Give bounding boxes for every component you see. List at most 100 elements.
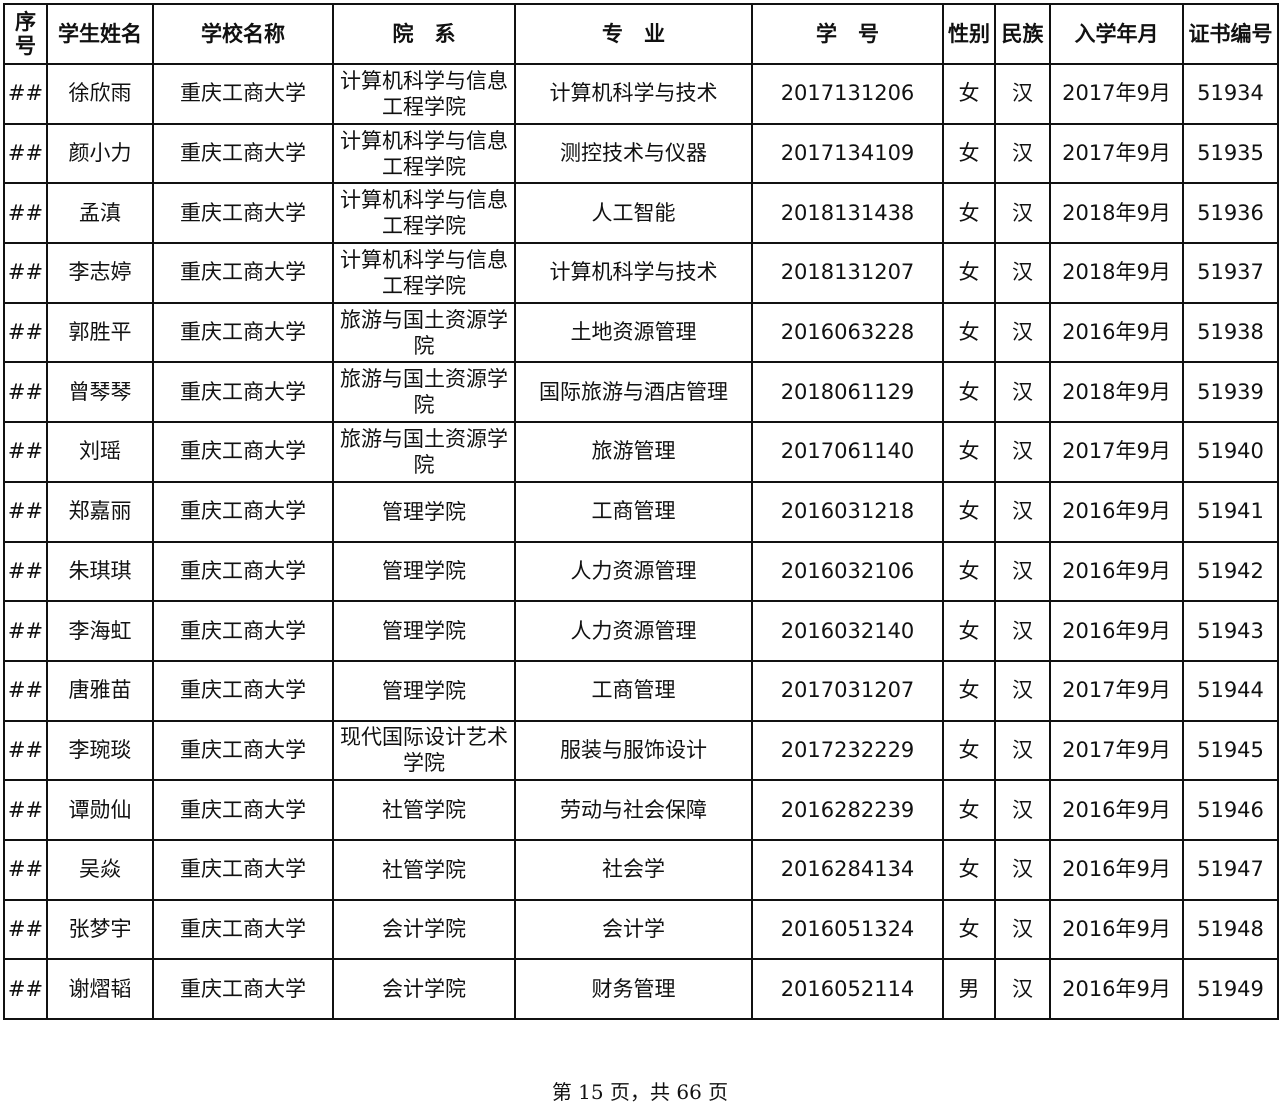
header-gender: 性别 [942, 3, 996, 65]
cell-ethnicity: 汉 [994, 659, 1051, 722]
cell-school: 重庆工商大学 [152, 659, 334, 722]
header-school: 学校名称 [152, 3, 334, 65]
cell-seq: ## [3, 600, 48, 662]
cell-certificate-no: 51942 [1182, 540, 1279, 603]
cell-student-id: 2016031218 [751, 480, 944, 543]
cell-school: 重庆工商大学 [152, 480, 334, 543]
cell-department: 旅游与国土资源学院 [332, 301, 516, 364]
cell-student-name: 李志婷 [46, 242, 154, 304]
cell-certificate-no: 51935 [1182, 122, 1279, 185]
header-seq: 序号 [3, 3, 48, 65]
cell-gender: 女 [942, 480, 996, 543]
cell-ethnicity: 汉 [994, 958, 1051, 1020]
cell-department: 现代国际设计艺术学院 [332, 719, 516, 782]
table-row: ## 唐雅苗 重庆工商大学 管理学院 工商管理 2017031207 女汉 2017年9月 51… [3, 659, 1279, 722]
cell-gender: 女 [942, 122, 996, 185]
cell-gender: 女 [942, 659, 996, 722]
cell-ethnicity: 汉 [994, 779, 1051, 841]
cell-certificate-no: 51938 [1182, 301, 1279, 364]
cell-gender: 女 [942, 301, 996, 364]
cell-seq: ## [3, 719, 48, 782]
cell-department: 计算机科学与信息工程学院 [332, 182, 516, 245]
cell-school: 重庆工商大学 [152, 958, 334, 1020]
cell-student-id: 2017134109 [751, 122, 944, 185]
table-row: ## 朱琪琪 重庆工商大学 管理学院 人力资源管理 2016032106 女汉 2016年9月… [3, 540, 1279, 603]
cell-certificate-no: 51947 [1182, 838, 1279, 901]
table-row: ## 颜小力 重庆工商大学 计算机科学与信息工程学院 测控技术与仪器 2017134109… [3, 122, 1279, 185]
cell-certificate-no: 51943 [1182, 600, 1279, 662]
header-student-name: 学生姓名 [46, 3, 154, 65]
cell-major: 计算机科学与技术 [514, 63, 753, 125]
cell-student-id: 2017232229 [751, 719, 944, 782]
cell-seq: ## [3, 659, 48, 722]
table-row: ## 曾琴琴 重庆工商大学 旅游与国土资源学院 国际旅游与酒店管理 2018061129 女… [3, 361, 1279, 424]
table-row: ## 张梦宇 重庆工商大学 会计学院 会计学 2016051324 女汉 2016年9月 519… [3, 898, 1279, 961]
cell-school: 重庆工商大学 [152, 122, 334, 185]
table-row: ## 李志婷 重庆工商大学 计算机科学与信息工程学院 计算机科学与技术 201813120… [3, 242, 1279, 304]
header-enroll-date: 入学年月 [1049, 3, 1184, 65]
cell-department: 管理学院 [332, 540, 516, 603]
cell-school: 重庆工商大学 [152, 600, 334, 662]
cell-seq: ## [3, 540, 48, 603]
cell-enroll-date: 2018年9月 [1049, 361, 1184, 424]
cell-seq: ## [3, 958, 48, 1020]
cell-gender: 女 [942, 182, 996, 245]
cell-school: 重庆工商大学 [152, 242, 334, 304]
table-row: ## 李海虹 重庆工商大学 管理学院 人力资源管理 2016032140 女汉 2016年9月… [3, 600, 1279, 662]
cell-major: 旅游管理 [514, 421, 753, 483]
cell-gender: 女 [942, 898, 996, 961]
cell-enroll-date: 2017年9月 [1049, 63, 1184, 125]
cell-major: 工商管理 [514, 659, 753, 722]
cell-enroll-date: 2018年9月 [1049, 242, 1184, 304]
cell-gender: 女 [942, 361, 996, 424]
cell-major: 会计学 [514, 898, 753, 961]
cell-school: 重庆工商大学 [152, 719, 334, 782]
cell-student-id: 2016284134 [751, 838, 944, 901]
cell-department: 会计学院 [332, 958, 516, 1020]
cell-school: 重庆工商大学 [152, 838, 334, 901]
cell-gender: 女 [942, 838, 996, 901]
cell-department: 管理学院 [332, 659, 516, 722]
cell-gender: 女 [942, 242, 996, 304]
cell-student-name: 郭胜平 [46, 301, 154, 364]
cell-student-id: 2016051324 [751, 898, 944, 961]
cell-school: 重庆工商大学 [152, 63, 334, 125]
cell-department: 社管学院 [332, 838, 516, 901]
cell-student-id: 2016063228 [751, 301, 944, 364]
cell-student-name: 李琬琰 [46, 719, 154, 782]
cell-enroll-date: 2017年9月 [1049, 719, 1184, 782]
cell-gender: 女 [942, 719, 996, 782]
cell-major: 人力资源管理 [514, 540, 753, 603]
cell-seq: ## [3, 421, 48, 483]
table-row: ## 徐欣雨 重庆工商大学 计算机科学与信息工程学院 计算机科学与技术 201713120… [3, 63, 1279, 125]
cell-student-name: 郑嘉丽 [46, 480, 154, 543]
cell-department: 计算机科学与信息工程学院 [332, 242, 516, 304]
cell-certificate-no: 51937 [1182, 242, 1279, 304]
cell-ethnicity: 汉 [994, 540, 1051, 603]
cell-gender: 女 [942, 63, 996, 125]
header-major: 专 业 [514, 3, 753, 65]
cell-school: 重庆工商大学 [152, 421, 334, 483]
cell-major: 服装与服饰设计 [514, 719, 753, 782]
cell-ethnicity: 汉 [994, 182, 1051, 245]
cell-major: 国际旅游与酒店管理 [514, 361, 753, 424]
table-row: ## 谭勋仙 重庆工商大学 社管学院 劳动与社会保障 2016282239 女汉 2016年9… [3, 779, 1279, 841]
cell-student-name: 张梦宇 [46, 898, 154, 961]
cell-major: 人力资源管理 [514, 600, 753, 662]
cell-enroll-date: 2017年9月 [1049, 122, 1184, 185]
cell-enroll-date: 2016年9月 [1049, 480, 1184, 543]
cell-ethnicity: 汉 [994, 421, 1051, 483]
cell-major: 人工智能 [514, 182, 753, 245]
cell-enroll-date: 2016年9月 [1049, 779, 1184, 841]
cell-certificate-no: 51941 [1182, 480, 1279, 543]
student-table: 序号 学生姓名 学校名称院 系专 业学 号性别 民族 入学年月 证书编号 ## 徐欣雨 重庆工… [3, 3, 1279, 1020]
cell-certificate-no: 51939 [1182, 361, 1279, 424]
cell-major: 土地资源管理 [514, 301, 753, 364]
page-number: 第 15 页，共 66 页 [551, 1080, 729, 1104]
header-row: 序号 学生姓名 学校名称院 系专 业学 号性别 民族 入学年月 证书编号 [3, 3, 1279, 65]
table-row: ## 刘瑶 重庆工商大学 旅游与国土资源学院 旅游管理 2017061140 女汉 2017年… [3, 421, 1279, 483]
cell-student-name: 刘瑶 [46, 421, 154, 483]
cell-major: 劳动与社会保障 [514, 779, 753, 841]
cell-student-id: 2016052114 [751, 958, 944, 1020]
cell-department: 管理学院 [332, 600, 516, 662]
